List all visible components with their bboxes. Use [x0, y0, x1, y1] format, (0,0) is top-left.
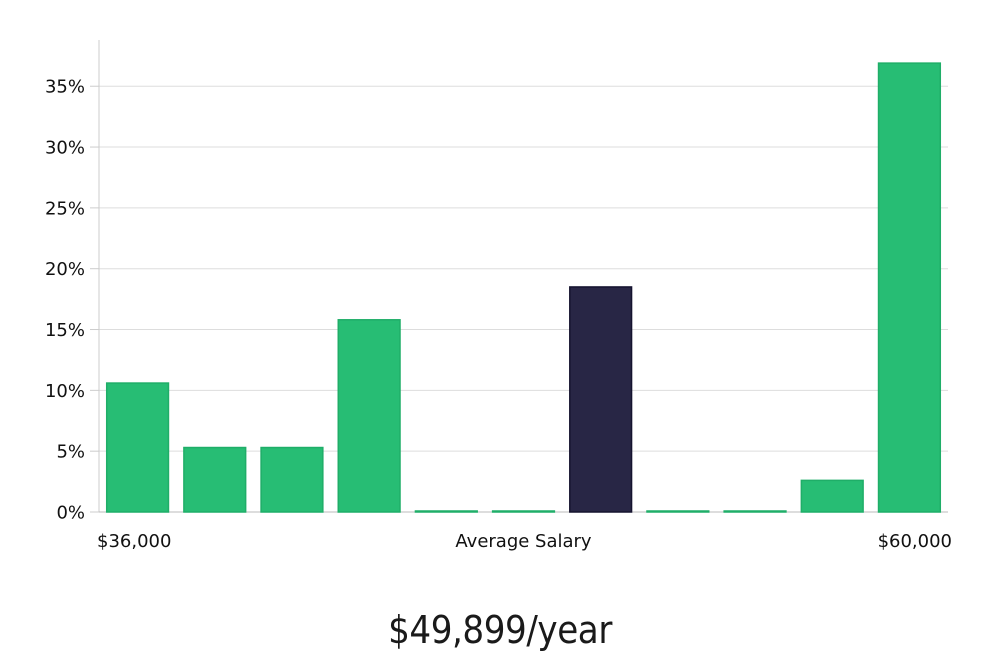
bar	[337, 319, 401, 513]
average-salary-value: $49,899/year	[388, 608, 612, 652]
bar	[414, 510, 478, 513]
y-tick-label: 0%	[56, 503, 85, 524]
bar	[105, 382, 170, 513]
bar	[183, 446, 247, 513]
y-tick-label: 25%	[45, 198, 85, 219]
y-tick-label: 10%	[45, 381, 85, 402]
bar	[491, 510, 556, 513]
x-label-center: Average Salary	[455, 531, 592, 552]
bar-highlight	[569, 286, 633, 513]
y-tick-label: 20%	[45, 259, 85, 280]
y-tick-label: 35%	[45, 77, 85, 98]
bar	[877, 62, 942, 513]
x-label-max: $60,000	[878, 531, 952, 552]
bar	[260, 446, 324, 513]
y-tick-label: 30%	[45, 138, 85, 159]
y-tick-label: 5%	[56, 442, 85, 463]
x-label-min: $36,000	[97, 531, 171, 552]
bar	[646, 510, 710, 513]
bar	[723, 510, 787, 513]
bar	[800, 479, 864, 513]
y-tick-label: 15%	[45, 320, 85, 341]
